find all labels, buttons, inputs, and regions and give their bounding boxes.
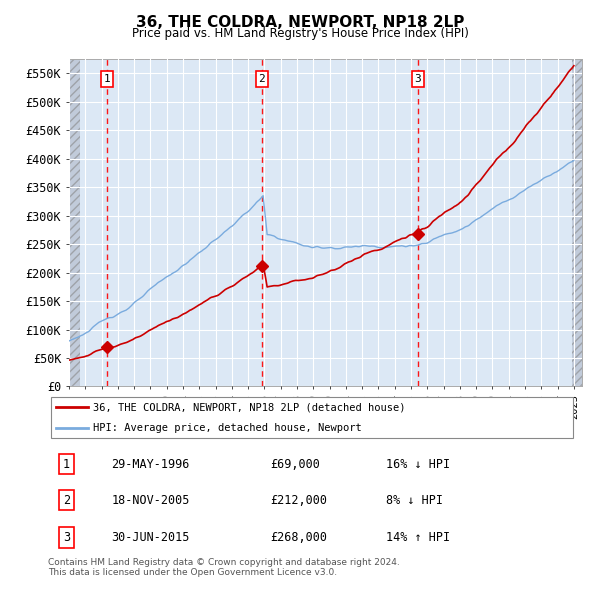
Text: Price paid vs. HM Land Registry's House Price Index (HPI): Price paid vs. HM Land Registry's House … (131, 27, 469, 40)
Text: £268,000: £268,000 (270, 531, 327, 544)
Text: HPI: Average price, detached house, Newport: HPI: Average price, detached house, Newp… (93, 422, 362, 432)
Text: 8% ↓ HPI: 8% ↓ HPI (386, 494, 443, 507)
Bar (572, 59, 582, 386)
Text: 36, THE COLDRA, NEWPORT, NP18 2LP: 36, THE COLDRA, NEWPORT, NP18 2LP (136, 15, 464, 30)
Text: 2: 2 (259, 74, 265, 84)
Text: Contains HM Land Registry data © Crown copyright and database right 2024.: Contains HM Land Registry data © Crown c… (48, 558, 400, 566)
Text: 1: 1 (63, 458, 70, 471)
Text: £212,000: £212,000 (270, 494, 327, 507)
Text: 3: 3 (63, 531, 70, 544)
Text: 3: 3 (415, 74, 421, 84)
Text: £69,000: £69,000 (270, 458, 320, 471)
Text: 14% ↑ HPI: 14% ↑ HPI (386, 531, 450, 544)
Text: 18-NOV-2005: 18-NOV-2005 (112, 494, 190, 507)
Text: This data is licensed under the Open Government Licence v3.0.: This data is licensed under the Open Gov… (48, 568, 337, 576)
Bar (69, 59, 80, 386)
Text: 30-JUN-2015: 30-JUN-2015 (112, 531, 190, 544)
Text: 36, THE COLDRA, NEWPORT, NP18 2LP (detached house): 36, THE COLDRA, NEWPORT, NP18 2LP (detac… (93, 402, 406, 412)
Text: 2: 2 (63, 494, 70, 507)
Text: 1: 1 (104, 74, 110, 84)
Text: 29-MAY-1996: 29-MAY-1996 (112, 458, 190, 471)
FancyBboxPatch shape (50, 396, 574, 438)
Text: 16% ↓ HPI: 16% ↓ HPI (386, 458, 450, 471)
